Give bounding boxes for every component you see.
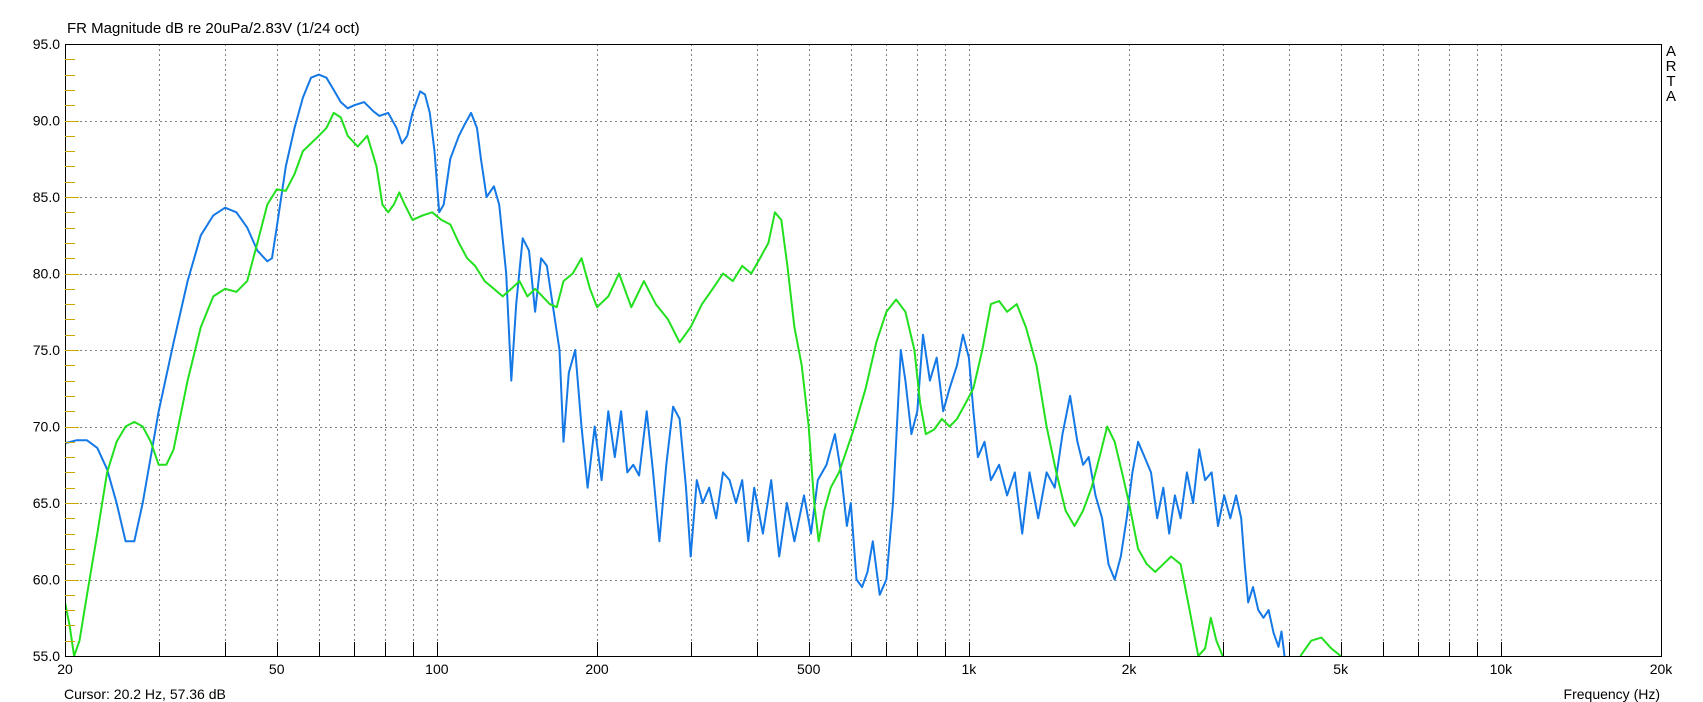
tick-labels: 95.0 90.0 85.0 80.0 75.0 70.0 65.0 60.0 55.020 50… bbox=[33, 36, 1674, 677]
x-tick-label: 50 bbox=[269, 661, 285, 677]
y-tick-label: 85.0 bbox=[33, 189, 60, 205]
y-tick-label: 95.0 bbox=[33, 36, 60, 52]
arta-brand: A R T A bbox=[1664, 44, 1678, 104]
y-tick-label: 90.0 bbox=[33, 113, 60, 129]
series-line-3 bbox=[1299, 636, 1342, 656]
brand-letter: T bbox=[1666, 73, 1676, 90]
x-tick-label: 100 bbox=[425, 661, 449, 677]
brand-letter: A bbox=[1665, 43, 1676, 60]
y-tick-label: 80.0 bbox=[33, 266, 60, 282]
y-tick-label: 60.0 bbox=[33, 572, 60, 588]
plot-frame bbox=[65, 44, 1662, 657]
x-tick-label: 10k bbox=[1490, 661, 1514, 677]
x-tick-label: 200 bbox=[585, 661, 609, 677]
cursor-readout: Cursor: 20.2 Hz, 57.36 dB bbox=[64, 686, 226, 702]
data-series bbox=[65, 73, 1342, 656]
axis-ticks bbox=[65, 59, 1502, 656]
x-tick-label: 1k bbox=[961, 661, 977, 677]
y-tick-label: 70.0 bbox=[33, 419, 60, 435]
y-tick-label: 65.0 bbox=[33, 495, 60, 511]
chart-title: FR Magnitude dB re 20uPa/2.83V (1/24 oct… bbox=[67, 20, 360, 37]
x-axis-label: Frequency (Hz) bbox=[1563, 686, 1660, 702]
series-line-1 bbox=[65, 73, 1286, 656]
x-tick-label: 500 bbox=[797, 661, 821, 677]
brand-letter: A bbox=[1665, 88, 1676, 105]
y-tick-label: 55.0 bbox=[33, 648, 60, 664]
x-tick-label: 2k bbox=[1122, 661, 1138, 677]
grid bbox=[65, 44, 1661, 656]
x-tick-label: 20k bbox=[1650, 661, 1674, 677]
x-tick-label: 20 bbox=[57, 661, 73, 677]
x-tick-label: 5k bbox=[1333, 661, 1349, 677]
y-tick-label: 75.0 bbox=[33, 342, 60, 358]
series-line-2 bbox=[65, 111, 1224, 656]
brand-letter: R bbox=[1665, 58, 1677, 75]
